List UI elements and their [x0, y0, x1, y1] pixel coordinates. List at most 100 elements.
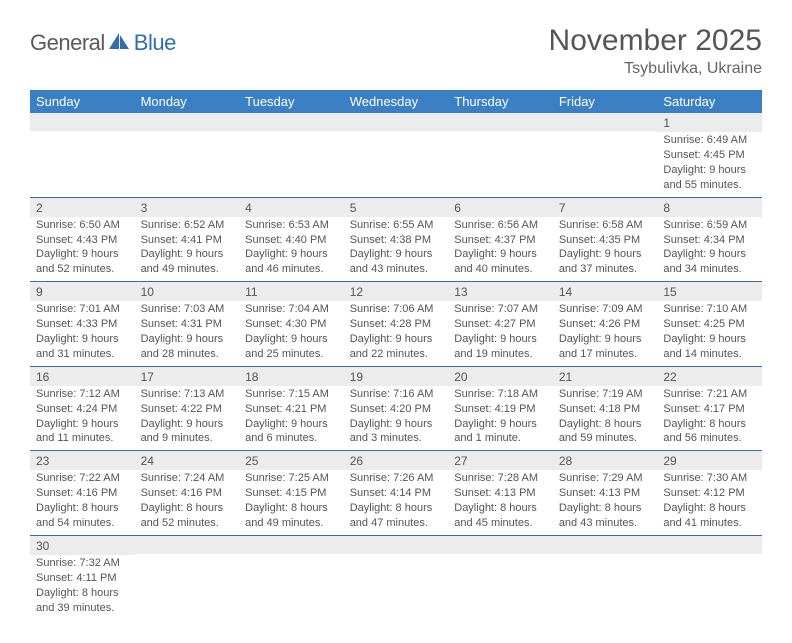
- calendar-day-cell: 23Sunrise: 7:22 AMSunset: 4:16 PMDayligh…: [30, 451, 135, 536]
- sunset-text: Sunset: 4:16 PM: [36, 486, 129, 501]
- calendar-day-cell: 18Sunrise: 7:15 AMSunset: 4:21 PMDayligh…: [239, 366, 344, 451]
- sunset-text: Sunset: 4:34 PM: [663, 233, 756, 248]
- empty-day-number: [448, 113, 553, 131]
- sunset-text: Sunset: 4:41 PM: [141, 233, 234, 248]
- day-details: Sunrise: 7:19 AMSunset: 4:18 PMDaylight:…: [553, 386, 658, 450]
- day-details: Sunrise: 7:01 AMSunset: 4:33 PMDaylight:…: [30, 301, 135, 365]
- sunrise-text: Sunrise: 7:22 AM: [36, 471, 129, 486]
- calendar-day-cell: 16Sunrise: 7:12 AMSunset: 4:24 PMDayligh…: [30, 366, 135, 451]
- sunrise-text: Sunrise: 7:25 AM: [245, 471, 338, 486]
- day-number: 9: [30, 282, 135, 301]
- sunset-text: Sunset: 4:37 PM: [454, 233, 547, 248]
- calendar-day-cell: 9Sunrise: 7:01 AMSunset: 4:33 PMDaylight…: [30, 282, 135, 367]
- calendar-day-cell: 14Sunrise: 7:09 AMSunset: 4:26 PMDayligh…: [553, 282, 658, 367]
- day-number: 18: [239, 367, 344, 386]
- sunset-text: Sunset: 4:26 PM: [559, 317, 652, 332]
- day-number: 1: [657, 113, 762, 132]
- sunset-text: Sunset: 4:28 PM: [350, 317, 443, 332]
- empty-day-number: [135, 113, 240, 131]
- logo-text-general: General: [30, 30, 105, 56]
- calendar-empty-cell: [553, 113, 658, 197]
- daylight-text: Daylight: 9 hours and 25 minutes.: [245, 332, 338, 362]
- sunrise-text: Sunrise: 7:26 AM: [350, 471, 443, 486]
- calendar-week-row: 30Sunrise: 7:32 AMSunset: 4:11 PMDayligh…: [30, 535, 762, 619]
- sunset-text: Sunset: 4:45 PM: [663, 148, 756, 163]
- sunrise-text: Sunrise: 6:49 AM: [663, 133, 756, 148]
- daylight-text: Daylight: 8 hours and 49 minutes.: [245, 501, 338, 531]
- sunrise-text: Sunrise: 7:18 AM: [454, 387, 547, 402]
- day-details: Sunrise: 6:55 AMSunset: 4:38 PMDaylight:…: [344, 217, 449, 281]
- empty-day-number: [344, 536, 449, 554]
- day-number: 19: [344, 367, 449, 386]
- sunrise-text: Sunrise: 7:04 AM: [245, 302, 338, 317]
- logo: General Blue: [30, 30, 176, 56]
- sunset-text: Sunset: 4:18 PM: [559, 402, 652, 417]
- empty-day-body: [239, 131, 344, 183]
- sunset-text: Sunset: 4:40 PM: [245, 233, 338, 248]
- daylight-text: Daylight: 9 hours and 22 minutes.: [350, 332, 443, 362]
- sunset-text: Sunset: 4:38 PM: [350, 233, 443, 248]
- day-number: 6: [448, 198, 553, 217]
- logo-text-blue: Blue: [134, 30, 176, 56]
- sunrise-text: Sunrise: 6:56 AM: [454, 218, 547, 233]
- sunset-text: Sunset: 4:16 PM: [141, 486, 234, 501]
- day-details: Sunrise: 7:09 AMSunset: 4:26 PMDaylight:…: [553, 301, 658, 365]
- day-number: 7: [553, 198, 658, 217]
- day-details: Sunrise: 7:16 AMSunset: 4:20 PMDaylight:…: [344, 386, 449, 450]
- weekday-header: Saturday: [657, 90, 762, 113]
- sail-icon: [108, 32, 130, 55]
- empty-day-body: [448, 131, 553, 183]
- day-details: Sunrise: 7:28 AMSunset: 4:13 PMDaylight:…: [448, 470, 553, 534]
- sunrise-text: Sunrise: 7:09 AM: [559, 302, 652, 317]
- daylight-text: Daylight: 9 hours and 28 minutes.: [141, 332, 234, 362]
- day-details: Sunrise: 7:29 AMSunset: 4:13 PMDaylight:…: [553, 470, 658, 534]
- day-details: Sunrise: 6:59 AMSunset: 4:34 PMDaylight:…: [657, 217, 762, 281]
- calendar-day-cell: 29Sunrise: 7:30 AMSunset: 4:12 PMDayligh…: [657, 451, 762, 536]
- sunset-text: Sunset: 4:13 PM: [559, 486, 652, 501]
- empty-day-number: [239, 536, 344, 554]
- day-number: 25: [239, 451, 344, 470]
- empty-day-number: [344, 113, 449, 131]
- sunrise-text: Sunrise: 7:01 AM: [36, 302, 129, 317]
- calendar-empty-cell: [239, 535, 344, 619]
- calendar-day-cell: 11Sunrise: 7:04 AMSunset: 4:30 PMDayligh…: [239, 282, 344, 367]
- weekday-header: Sunday: [30, 90, 135, 113]
- title-block: November 2025 Tsybulivka, Ukraine: [549, 24, 762, 78]
- day-number: 22: [657, 367, 762, 386]
- daylight-text: Daylight: 9 hours and 17 minutes.: [559, 332, 652, 362]
- empty-day-number: [657, 536, 762, 554]
- day-details: Sunrise: 6:52 AMSunset: 4:41 PMDaylight:…: [135, 217, 240, 281]
- day-number: 11: [239, 282, 344, 301]
- weekday-header: Monday: [135, 90, 240, 113]
- daylight-text: Daylight: 9 hours and 31 minutes.: [36, 332, 129, 362]
- daylight-text: Daylight: 9 hours and 40 minutes.: [454, 247, 547, 277]
- weekday-header: Tuesday: [239, 90, 344, 113]
- calendar-day-cell: 28Sunrise: 7:29 AMSunset: 4:13 PMDayligh…: [553, 451, 658, 536]
- calendar-empty-cell: [553, 535, 658, 619]
- sunset-text: Sunset: 4:21 PM: [245, 402, 338, 417]
- calendar-empty-cell: [135, 113, 240, 197]
- calendar-day-cell: 8Sunrise: 6:59 AMSunset: 4:34 PMDaylight…: [657, 197, 762, 282]
- day-details: Sunrise: 7:18 AMSunset: 4:19 PMDaylight:…: [448, 386, 553, 450]
- sunrise-text: Sunrise: 6:59 AM: [663, 218, 756, 233]
- calendar-day-cell: 30Sunrise: 7:32 AMSunset: 4:11 PMDayligh…: [30, 535, 135, 619]
- daylight-text: Daylight: 8 hours and 43 minutes.: [559, 501, 652, 531]
- empty-day-body: [344, 131, 449, 183]
- daylight-text: Daylight: 9 hours and 14 minutes.: [663, 332, 756, 362]
- weekday-header: Thursday: [448, 90, 553, 113]
- day-details: Sunrise: 6:53 AMSunset: 4:40 PMDaylight:…: [239, 217, 344, 281]
- daylight-text: Daylight: 9 hours and 1 minute.: [454, 417, 547, 447]
- sunset-text: Sunset: 4:14 PM: [350, 486, 443, 501]
- calendar-day-cell: 21Sunrise: 7:19 AMSunset: 4:18 PMDayligh…: [553, 366, 658, 451]
- sunset-text: Sunset: 4:30 PM: [245, 317, 338, 332]
- day-details: Sunrise: 7:06 AMSunset: 4:28 PMDaylight:…: [344, 301, 449, 365]
- calendar-empty-cell: [657, 535, 762, 619]
- sunrise-text: Sunrise: 7:15 AM: [245, 387, 338, 402]
- sunrise-text: Sunrise: 7:16 AM: [350, 387, 443, 402]
- daylight-text: Daylight: 8 hours and 52 minutes.: [141, 501, 234, 531]
- weekday-header: Friday: [553, 90, 658, 113]
- daylight-text: Daylight: 8 hours and 54 minutes.: [36, 501, 129, 531]
- calendar-week-row: 23Sunrise: 7:22 AMSunset: 4:16 PMDayligh…: [30, 451, 762, 536]
- empty-day-body: [448, 554, 553, 606]
- daylight-text: Daylight: 9 hours and 52 minutes.: [36, 247, 129, 277]
